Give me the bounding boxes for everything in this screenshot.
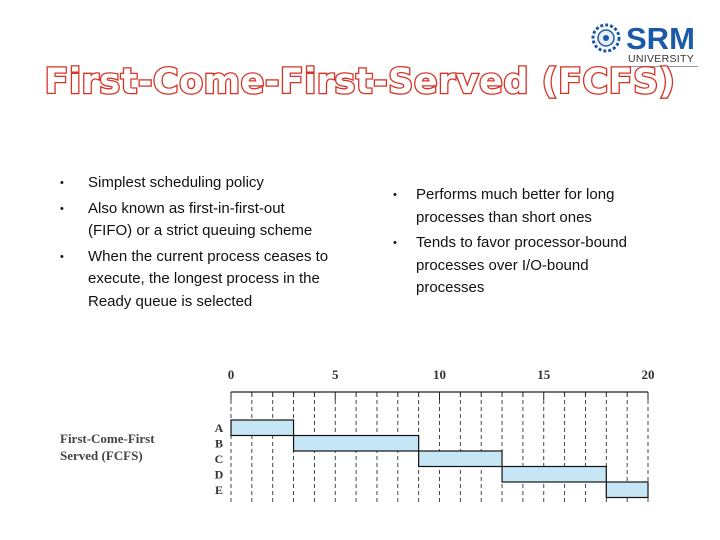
process-label: A (215, 421, 224, 435)
gantt-bar-c (418, 450, 503, 468)
bullet-text: Tends to favor processor-bound processes… (416, 234, 627, 296)
gantt-bar-d (501, 465, 607, 483)
gantt-bar-e (605, 481, 649, 499)
emblem-icon (591, 23, 621, 53)
x-tick-label: 0 (228, 367, 235, 382)
bullet-icon: • (60, 202, 64, 215)
bullet-text: Performs much better for long processes … (416, 186, 615, 226)
process-label: D (215, 468, 224, 482)
x-tick-label: 20 (642, 367, 655, 382)
slide-title: First-Come-First-Served (FCFS) (0, 61, 720, 104)
bullet-icon: • (393, 237, 397, 249)
srm-university-logo: SRM UNIVERSITY (590, 18, 702, 76)
logo-subtitle: UNIVERSITY (628, 53, 694, 65)
right-bullet-list: • Performs much better for long processes… (388, 184, 658, 303)
x-tick-label: 15 (537, 367, 551, 382)
x-tick-label: 5 (332, 367, 339, 382)
bullet-text: Simplest scheduling policy (88, 174, 264, 191)
x-tick-label: 10 (433, 367, 446, 382)
bullet-icon: • (60, 250, 64, 263)
list-item: • Tends to favor processor-bound processe… (388, 232, 658, 300)
bullet-icon: • (393, 189, 397, 201)
chart-label: First-Come-First Served (FCFS) (60, 431, 155, 463)
process-label: B (215, 437, 223, 451)
slide-title-text: First-Come-First-Served (FCFS) (43, 61, 676, 104)
list-item: • Simplest scheduling policy (55, 172, 330, 195)
process-label: E (215, 483, 223, 497)
list-item: • Also known as first-in-first-out (FIFO)… (55, 198, 330, 243)
left-bullet-list: • Simplest scheduling policy • Also known … (55, 172, 330, 316)
gantt-bar-a (230, 419, 295, 437)
bullet-icon: • (60, 177, 64, 189)
bullet-text: When the current process ceases to execu… (88, 247, 329, 310)
gantt-bar-b (292, 434, 420, 452)
bullet-text: Also known as first-in-first-out (FIFO) … (88, 199, 313, 240)
process-label: C (215, 452, 224, 466)
list-item: • When the current process ceases to exec… (55, 246, 330, 314)
list-item: • Performs much better for long processes… (388, 184, 658, 229)
logo-name: SRM (626, 21, 695, 56)
